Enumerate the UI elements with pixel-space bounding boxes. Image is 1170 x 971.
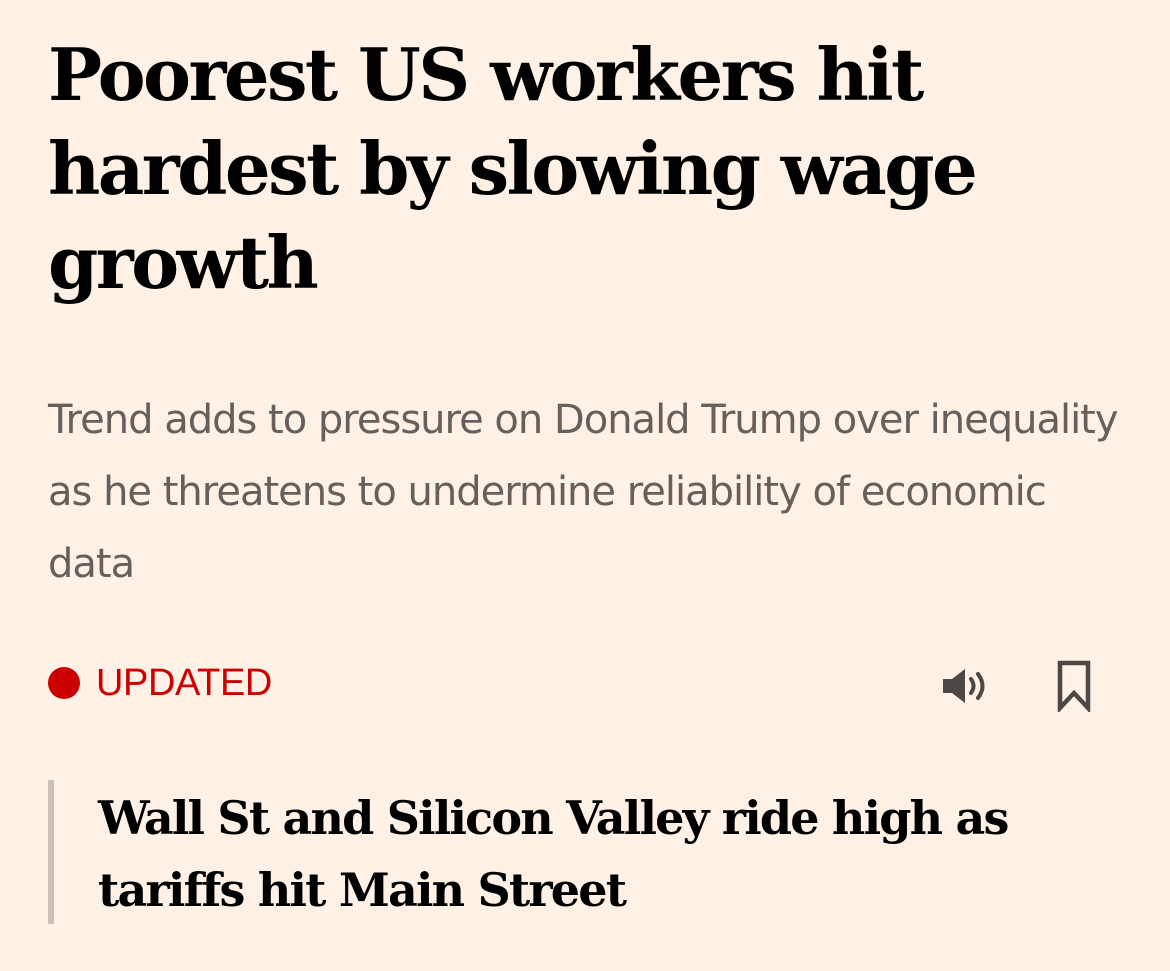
save-button[interactable] <box>1038 650 1110 722</box>
listen-button[interactable] <box>930 650 1002 722</box>
speaker-icon <box>943 669 985 703</box>
article-headline: Poorest US workers hit hardest by slowin… <box>48 32 978 305</box>
related-article-link[interactable]: Wall St and Silicon Valley ride high as … <box>98 791 1009 917</box>
bookmark-icon <box>1057 660 1091 712</box>
red-dot-icon <box>48 667 80 699</box>
article-meta-row: UPDATED <box>48 650 1098 722</box>
article-standfirst: Trend adds to pressure on Donald Trump o… <box>48 397 1119 587</box>
related-article: Wall St and Silicon Valley ride high as … <box>48 780 1104 924</box>
status-label: UPDATED <box>96 662 272 704</box>
status-badge: UPDATED <box>48 656 272 710</box>
